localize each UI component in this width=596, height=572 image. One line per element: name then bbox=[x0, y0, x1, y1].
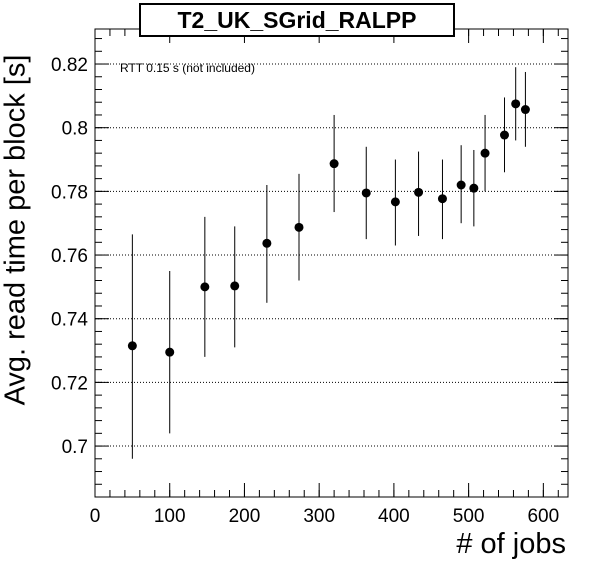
y-tick-label: 0.82 bbox=[51, 55, 88, 76]
x-tick-label: 0 bbox=[90, 506, 101, 527]
y-tick-label: 0.76 bbox=[51, 246, 88, 267]
y-tick-label: 0.7 bbox=[62, 437, 88, 458]
data-point bbox=[414, 187, 424, 197]
y-tick-label: 0.72 bbox=[51, 373, 88, 394]
y-axis-label: Avg. read time per block [s] bbox=[0, 54, 32, 406]
data-point bbox=[127, 341, 137, 351]
data-point bbox=[511, 99, 521, 109]
x-tick-label: 500 bbox=[453, 506, 485, 527]
x-tick-label: 400 bbox=[378, 506, 410, 527]
data-point bbox=[294, 222, 304, 232]
data-point bbox=[200, 282, 210, 292]
data-point bbox=[480, 148, 490, 158]
axis-ticks bbox=[94, 29, 568, 498]
data-point bbox=[230, 281, 240, 291]
x-tick-label: 300 bbox=[303, 506, 335, 527]
x-tick-label: 100 bbox=[154, 506, 186, 527]
chart-title: T2_UK_SGrid_RALPP bbox=[139, 3, 455, 37]
chart-annotation: RTT 0.15 s (not included) bbox=[120, 61, 255, 75]
plot-frame bbox=[94, 28, 569, 498]
data-point bbox=[390, 197, 400, 207]
x-tick-label: 200 bbox=[229, 506, 261, 527]
y-tick-label: 0.78 bbox=[51, 182, 88, 203]
data-point bbox=[361, 188, 371, 198]
data-point bbox=[329, 159, 339, 169]
data-point bbox=[165, 347, 175, 357]
data-point bbox=[499, 130, 509, 140]
data-point bbox=[520, 105, 530, 115]
y-tick-label: 0.8 bbox=[62, 119, 88, 140]
data-point bbox=[437, 194, 447, 204]
data-point bbox=[456, 180, 466, 190]
data-points bbox=[127, 67, 530, 459]
x-tick-label: 600 bbox=[527, 506, 559, 527]
x-axis-label: # of jobs bbox=[456, 528, 566, 560]
data-point bbox=[469, 183, 479, 193]
axis-tick-labels: 0.7 0.72 0.74 0.76 0.78 0.8 0.82 0 100 200 300 400 5… bbox=[51, 55, 559, 527]
grid-lines bbox=[95, 63, 568, 447]
y-tick-label: 0.74 bbox=[51, 310, 88, 331]
data-point bbox=[262, 238, 272, 248]
